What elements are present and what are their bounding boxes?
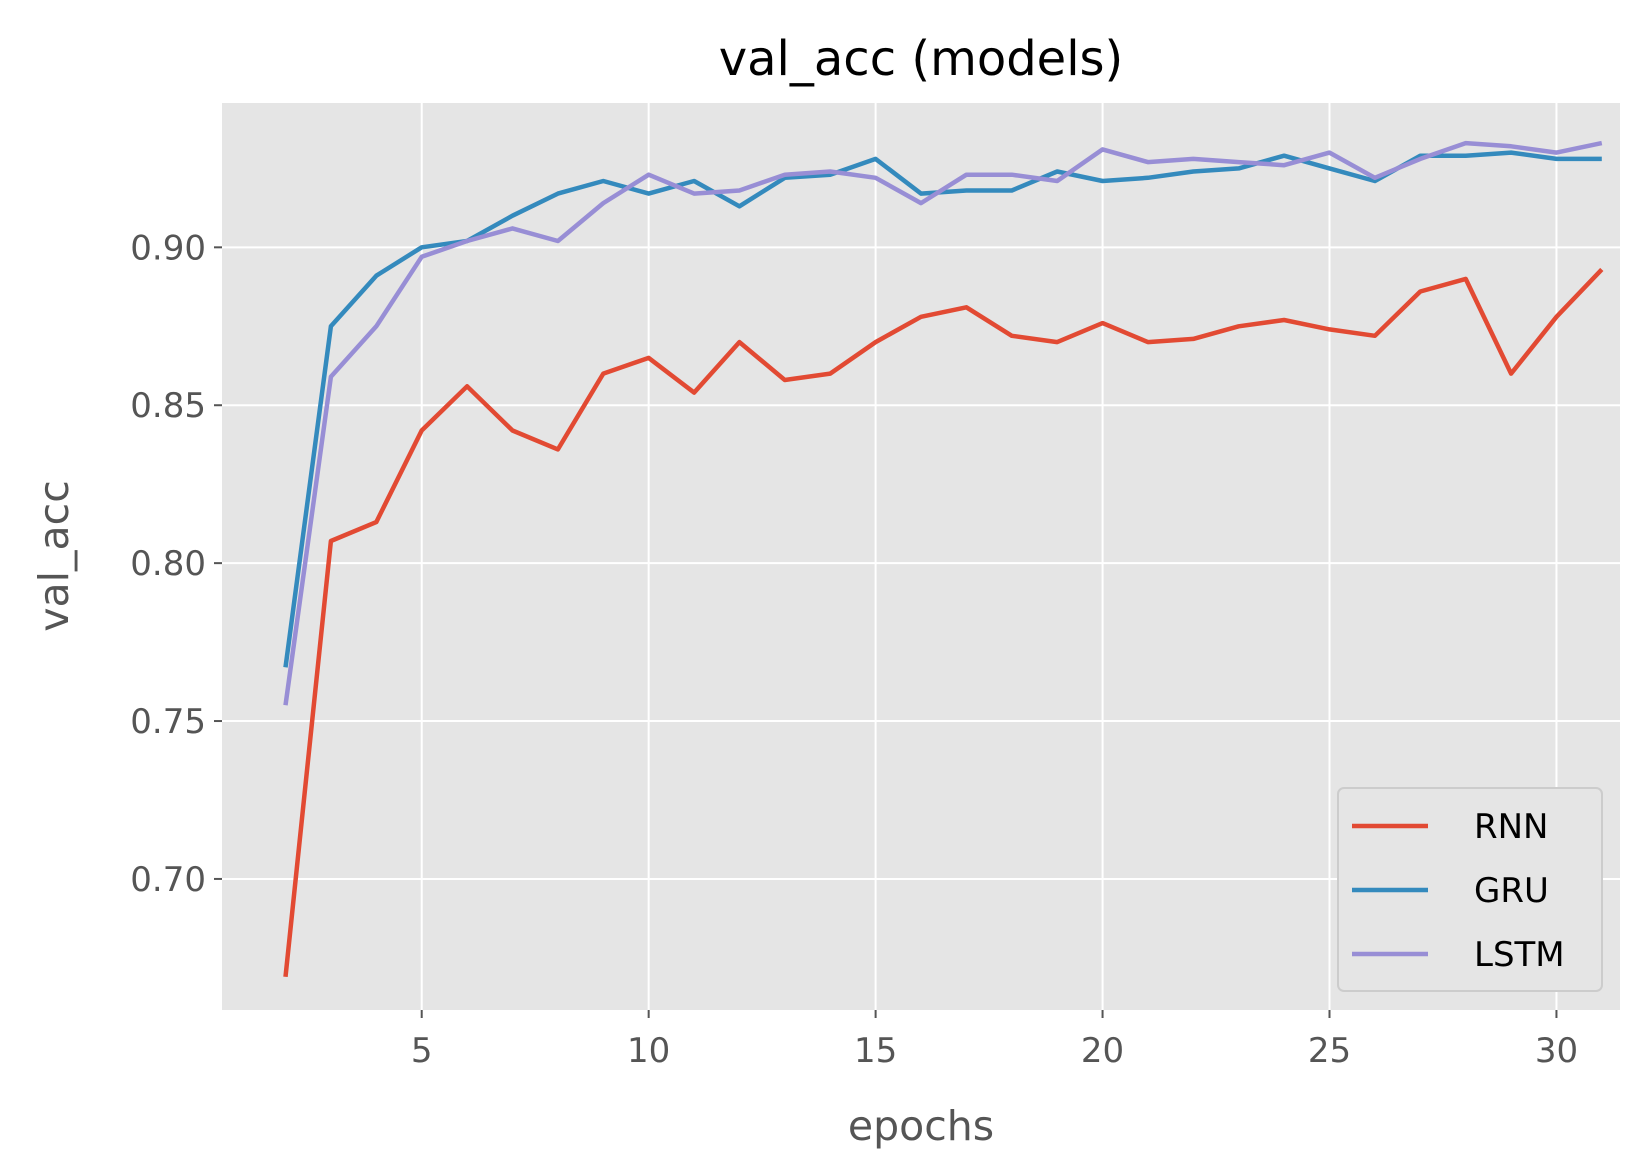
legend-box [1337,787,1603,992]
y-axis-ticks: 0.70 0.75 0.80 0.85 0.90 [130,228,222,900]
x-tick-label: 20 [1081,1031,1124,1071]
y-tick-label: 0.75 [130,702,206,742]
x-axis-ticks: 5 10 15 20 25 30 [411,1010,1578,1071]
chart-title: val_acc (models) [719,31,1124,87]
legend: RNN GRU LSTM [1337,787,1603,992]
y-axis-label: val_acc [30,480,78,632]
x-tick-label: 10 [627,1031,670,1071]
legend-label-rnn: RNN [1474,807,1549,847]
series-lines [283,140,1604,978]
y-tick-label: 0.90 [130,228,206,268]
x-tick-label: 30 [1535,1031,1578,1071]
x-axis-label: epochs [848,1102,994,1150]
legend-label-gru: GRU [1474,871,1549,911]
y-tick-label: 0.70 [130,860,206,900]
x-tick-label: 15 [854,1031,897,1071]
legend-label-lstm: LSTM [1474,935,1565,975]
series-line-lstm [283,140,1603,706]
y-tick-label: 0.80 [130,544,206,584]
y-tick-label: 0.85 [130,386,206,426]
x-tick-label: 5 [411,1031,433,1071]
series-line-rnn [283,267,1604,978]
x-tick-label: 25 [1308,1031,1351,1071]
